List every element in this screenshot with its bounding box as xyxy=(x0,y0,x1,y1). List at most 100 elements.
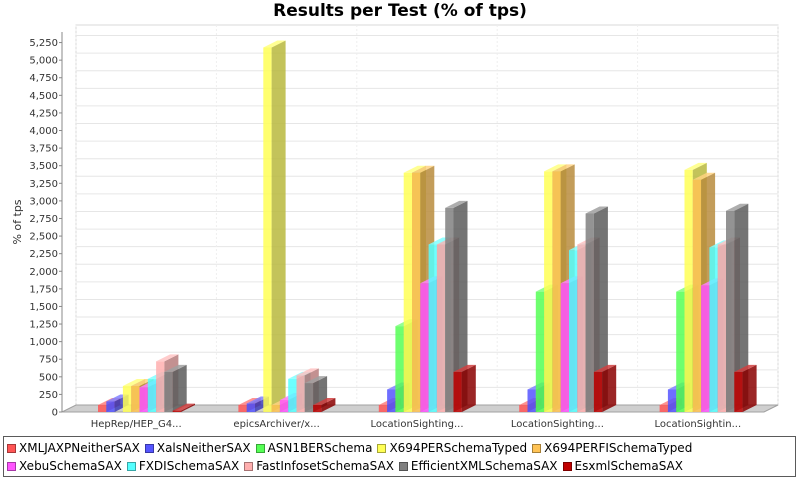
bar-front xyxy=(527,389,536,412)
y-tick-label: 3,000 xyxy=(29,196,58,207)
bar-front xyxy=(420,283,429,412)
y-tick-label: 4,750 xyxy=(29,73,58,84)
legend-item: X694PERSchemaTyped xyxy=(377,439,527,457)
bar-front xyxy=(577,244,586,412)
bar-front xyxy=(676,291,685,412)
y-tick-label: 3,750 xyxy=(29,144,58,155)
bar-front xyxy=(122,385,132,412)
bar-front xyxy=(164,371,173,412)
bar-front xyxy=(387,389,396,412)
bar-front xyxy=(701,285,710,412)
bar-front xyxy=(246,403,255,412)
legend-item: FXDISchemaSAX xyxy=(126,457,239,475)
legend-swatch xyxy=(532,443,542,453)
bar-front xyxy=(263,47,272,413)
y-tick-label: 5,250 xyxy=(29,38,58,49)
bar-top xyxy=(445,200,468,208)
bar-side xyxy=(602,364,617,412)
bar-top xyxy=(684,162,707,170)
y-axis-label: % of tps xyxy=(11,199,24,244)
y-tick-label: 500 xyxy=(39,372,58,383)
x-tick-label: LocationSightin... xyxy=(654,419,741,430)
bar-front xyxy=(717,244,726,412)
bar-front xyxy=(659,404,668,412)
bar xyxy=(726,203,749,412)
legend-swatch xyxy=(244,461,254,471)
legend-label: EfficientXMLSchemaSAX xyxy=(410,459,558,473)
bar xyxy=(445,200,468,412)
bar-front xyxy=(445,207,454,412)
legend-swatch xyxy=(398,461,408,471)
bar-front xyxy=(147,378,157,412)
legend-swatch xyxy=(562,461,572,471)
legend-label: X694PERFISchemaTyped xyxy=(544,441,693,455)
legend-swatch xyxy=(377,443,387,453)
bar-front xyxy=(156,361,165,412)
bar-front xyxy=(593,371,603,412)
bar-front xyxy=(279,400,289,412)
bar-front xyxy=(585,213,594,412)
legend-label: FastInfosetSchemaSAX xyxy=(256,459,394,473)
bar-top xyxy=(412,165,435,173)
bar-top xyxy=(734,364,757,372)
legend: XMLJAXPNeitherSAX XalsNeitherSAX ASN1BERSc… xyxy=(3,436,796,477)
bar-front xyxy=(172,410,181,412)
y-tick-label: 4,250 xyxy=(29,108,58,119)
bar xyxy=(734,364,757,412)
bar-front xyxy=(552,171,561,412)
y-tick-label: 750 xyxy=(39,355,58,366)
y-tick-label: 1,250 xyxy=(29,320,58,331)
legend-label: EsxmlSchemaSAX xyxy=(574,459,683,473)
bar-front xyxy=(98,404,107,412)
y-tick-label: 1,000 xyxy=(29,337,58,348)
bar-front xyxy=(709,247,718,412)
bar-top xyxy=(122,378,146,386)
bar-front xyxy=(436,244,446,412)
bar-top xyxy=(156,354,179,362)
y-tick-label: 2,500 xyxy=(29,232,58,243)
bar-front xyxy=(313,404,322,412)
legend-item: EsxmlSchemaSAX xyxy=(562,457,683,475)
legend-item: EfficientXMLSchemaSAX xyxy=(398,457,558,475)
bar-front xyxy=(535,291,545,412)
bar-top xyxy=(263,40,286,48)
y-tick-label: 2,750 xyxy=(29,214,58,225)
y-tick-label: 3,250 xyxy=(29,179,58,190)
bar-front xyxy=(296,375,305,412)
bar-front xyxy=(395,326,404,412)
bar-front xyxy=(519,404,528,412)
legend-label: XMLJAXPNeitherSAX xyxy=(19,441,140,455)
bar xyxy=(263,40,286,413)
bar-front xyxy=(692,179,702,412)
legend-swatch xyxy=(144,443,154,453)
y-tick-label: 250 xyxy=(39,390,58,401)
y-tick-label: 5,000 xyxy=(29,56,58,67)
bar-front xyxy=(544,171,553,412)
legend-label: ASN1BERSchema xyxy=(267,441,373,455)
y-tick-label: 2,000 xyxy=(29,267,58,278)
bar xyxy=(313,397,336,412)
bar-top xyxy=(585,206,608,214)
bar-chart: 0 250 500 750 1,000 1,250 1,500 1,750 2,000 2,250… xyxy=(11,24,779,430)
bar-top xyxy=(552,164,575,172)
bar-front xyxy=(139,387,148,412)
bar xyxy=(593,364,617,412)
bar-front xyxy=(726,210,735,412)
bar-side xyxy=(593,206,608,412)
bar-front xyxy=(667,389,677,412)
bar-front xyxy=(560,283,569,412)
bar-side xyxy=(172,364,187,412)
legend-label: X694PERSchemaTyped xyxy=(389,441,528,455)
bar-side xyxy=(734,203,749,412)
y-tick-label: 1,500 xyxy=(29,302,58,313)
bar-top xyxy=(692,172,716,180)
bar-top xyxy=(296,368,319,376)
y-tick-label: 3,500 xyxy=(29,161,58,172)
legend-item: XebuSchemaSAX xyxy=(7,457,122,475)
x-tick-label: epicsArchiver/x... xyxy=(233,419,319,430)
bar-side xyxy=(742,364,757,412)
bar-top xyxy=(593,364,617,372)
legend-swatch xyxy=(7,461,16,471)
bar-front xyxy=(684,169,693,412)
bar-front xyxy=(378,404,388,412)
